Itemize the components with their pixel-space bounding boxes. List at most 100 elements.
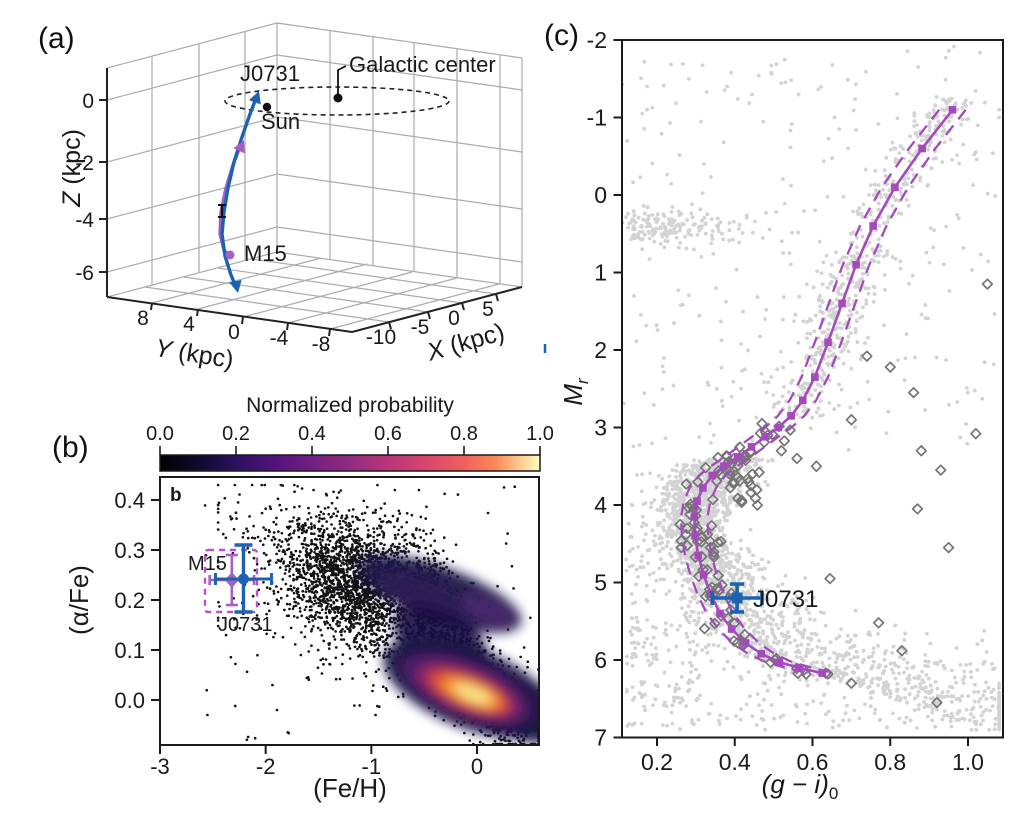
y-tick <box>150 302 153 311</box>
panel-b-abundance-plot: 0.0 0.2 0.4 0.6 0.8 1.0 -3 -2 -1 0 0.4 0.3 0.2 0.1 0.0 <box>114 423 554 779</box>
fiducial-square <box>757 650 765 658</box>
sun-dot <box>262 102 272 112</box>
j0731-cmd-label: J0731 <box>753 586 818 613</box>
fiducial-square <box>852 260 860 269</box>
y-axis-title: Y (kpc) <box>153 334 236 374</box>
fiducial-square <box>818 669 827 677</box>
x-tick-label: 0 <box>448 307 460 330</box>
fiducial-square <box>741 639 750 647</box>
y-tick <box>196 308 199 317</box>
y-tick-label: 0.0 <box>114 688 145 713</box>
colorbar-tick-label: 1.0 <box>526 423 554 445</box>
m15-marker-label: M15 <box>188 553 227 575</box>
orbit-m15-label: M15 <box>244 241 287 266</box>
pane-bottom-edge <box>106 251 278 298</box>
colorbar <box>159 454 541 472</box>
floor-grid-line <box>197 263 368 310</box>
fiducial-square <box>838 299 846 308</box>
x-tick-label: 0.6 <box>797 749 829 775</box>
x-tick <box>427 311 431 320</box>
grid-z-line <box>106 116 523 163</box>
panel-c-cmd-plot: 0.2 0.4 0.6 0.8 1.0 -2 -1 0 1 2 3 4 5 6 7 <box>587 27 1004 775</box>
x-tick-label: -2 <box>256 754 276 779</box>
y-tick-label: -2 <box>587 27 607 53</box>
floor-grid-line <box>144 286 390 323</box>
x-tick-label: -10 <box>366 326 396 349</box>
y-tick-label: -4 <box>270 327 289 350</box>
z-tick-label: -2 <box>75 152 94 175</box>
fiducial-envelope-right <box>706 109 967 675</box>
mr-axis-title: Mr <box>558 377 592 406</box>
y-tick-label: 1 <box>594 260 607 286</box>
fiducial-square <box>693 497 701 505</box>
y-tick-label: 0 <box>594 182 607 208</box>
pane-bottom-edge <box>276 251 523 288</box>
x-tick-label: 0.8 <box>874 749 906 775</box>
x-axis-title: X (kpc) <box>423 318 508 367</box>
fiducial-square <box>798 396 807 405</box>
floor-grid-line <box>329 283 500 330</box>
y-tick-label: 7 <box>594 725 607 751</box>
colorbar-tick-label: 0.6 <box>374 423 402 445</box>
y-tick <box>286 322 289 331</box>
fiducial-envelope-left <box>679 109 941 675</box>
y-tick-label: 0.3 <box>114 538 145 563</box>
y-tick-label: 8 <box>137 307 149 330</box>
y-tick-label: 0.1 <box>114 638 145 663</box>
floor-grid-line <box>183 276 429 313</box>
fiducial-square <box>795 663 803 672</box>
fiducial-group <box>679 105 967 677</box>
fiducial-square <box>747 443 756 451</box>
x-tick <box>388 321 392 330</box>
sun-label: Sun <box>261 109 300 134</box>
fiducial-square <box>690 512 699 521</box>
z-tick-label: -6 <box>75 262 94 285</box>
grid-z-line <box>106 173 523 220</box>
y-tick-label: 5 <box>594 570 607 596</box>
x-tick-label: 0.4 <box>719 749 751 775</box>
y-tick <box>328 328 331 337</box>
y-tick <box>241 316 244 325</box>
fiducial-square <box>824 338 832 347</box>
fiducial-square <box>720 462 728 471</box>
floor-grid-line <box>217 267 463 304</box>
floor-grid-line <box>151 257 322 304</box>
fiducial-square <box>775 658 784 667</box>
fiducial-square <box>787 412 795 420</box>
fiducial-square <box>918 144 926 153</box>
alphafe-axis-title: (α/Fe) <box>64 565 94 635</box>
kde-blob <box>461 594 513 628</box>
galactic-center-label: Galactic center <box>349 52 496 77</box>
y-tick-label: 4 <box>183 313 195 336</box>
m15-dashed-box <box>203 548 259 614</box>
x-tick <box>495 293 499 302</box>
panel-c-label: (c) <box>544 19 579 52</box>
fiducial-square <box>761 433 769 441</box>
fiducial-square <box>948 105 957 114</box>
x-axis-line <box>351 286 523 333</box>
fiducial-square <box>869 222 877 230</box>
plot-frame <box>159 476 540 746</box>
j0731-circle-marker <box>237 573 249 585</box>
panel-a-label: (a) <box>38 22 75 55</box>
colorbar-tick-label: 0.0 <box>146 423 174 445</box>
x-tick-label: 0 <box>471 754 483 779</box>
pane-top-edge <box>106 22 278 69</box>
y-axis-line <box>106 296 353 333</box>
y-tick-label: 3 <box>594 415 607 441</box>
j0731-marker-label: J0731 <box>218 614 273 636</box>
j0731-orbit-path <box>220 94 259 289</box>
x-tick-label: -3 <box>150 754 170 779</box>
y-tick-label: 4 <box>594 492 607 518</box>
x-tick <box>461 302 465 311</box>
fiducial-square <box>699 570 708 579</box>
cmd-field-scatter <box>622 44 1002 732</box>
inner-panel-tag: b <box>170 485 182 506</box>
x-tick-label: -1 <box>362 754 382 779</box>
y-tick-label: 2 <box>594 337 607 363</box>
pane-top-edge <box>276 22 523 59</box>
arrowhead <box>249 91 261 105</box>
fiducial-square <box>694 551 703 560</box>
orbit-j0731-label: J0731 <box>240 61 300 86</box>
